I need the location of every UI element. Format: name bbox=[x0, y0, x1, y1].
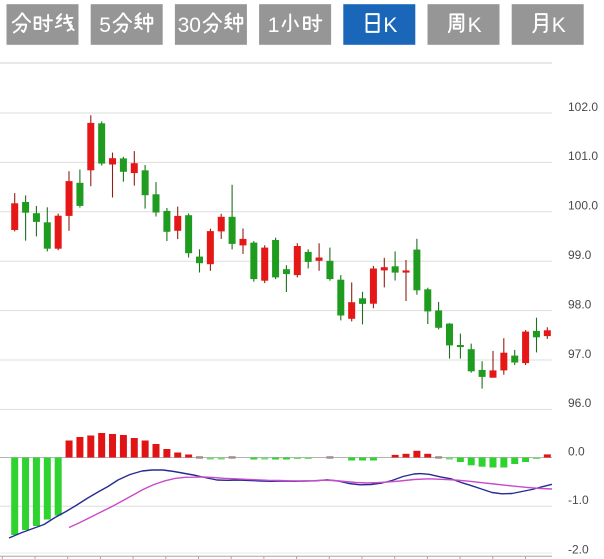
svg-text:0: 0 bbox=[189, 14, 201, 37]
svg-text:-2.0: -2.0 bbox=[568, 542, 589, 556]
svg-text:1: 1 bbox=[268, 14, 280, 37]
svg-text:-1.0: -1.0 bbox=[568, 493, 589, 507]
svg-text:K: K bbox=[383, 14, 397, 37]
svg-text:5: 5 bbox=[99, 14, 111, 37]
svg-text:K: K bbox=[468, 14, 482, 37]
svg-text:100.0: 100.0 bbox=[568, 199, 598, 213]
svg-text:102.0: 102.0 bbox=[568, 100, 598, 114]
svg-text:3: 3 bbox=[178, 14, 190, 37]
svg-text:101.0: 101.0 bbox=[568, 149, 598, 163]
svg-text:K: K bbox=[552, 14, 566, 37]
svg-text:99.0: 99.0 bbox=[568, 248, 592, 262]
svg-text:96.0: 96.0 bbox=[568, 396, 592, 410]
svg-text:98.0: 98.0 bbox=[568, 297, 592, 311]
svg-text:97.0: 97.0 bbox=[568, 347, 592, 361]
svg-text:0.0: 0.0 bbox=[568, 444, 585, 458]
